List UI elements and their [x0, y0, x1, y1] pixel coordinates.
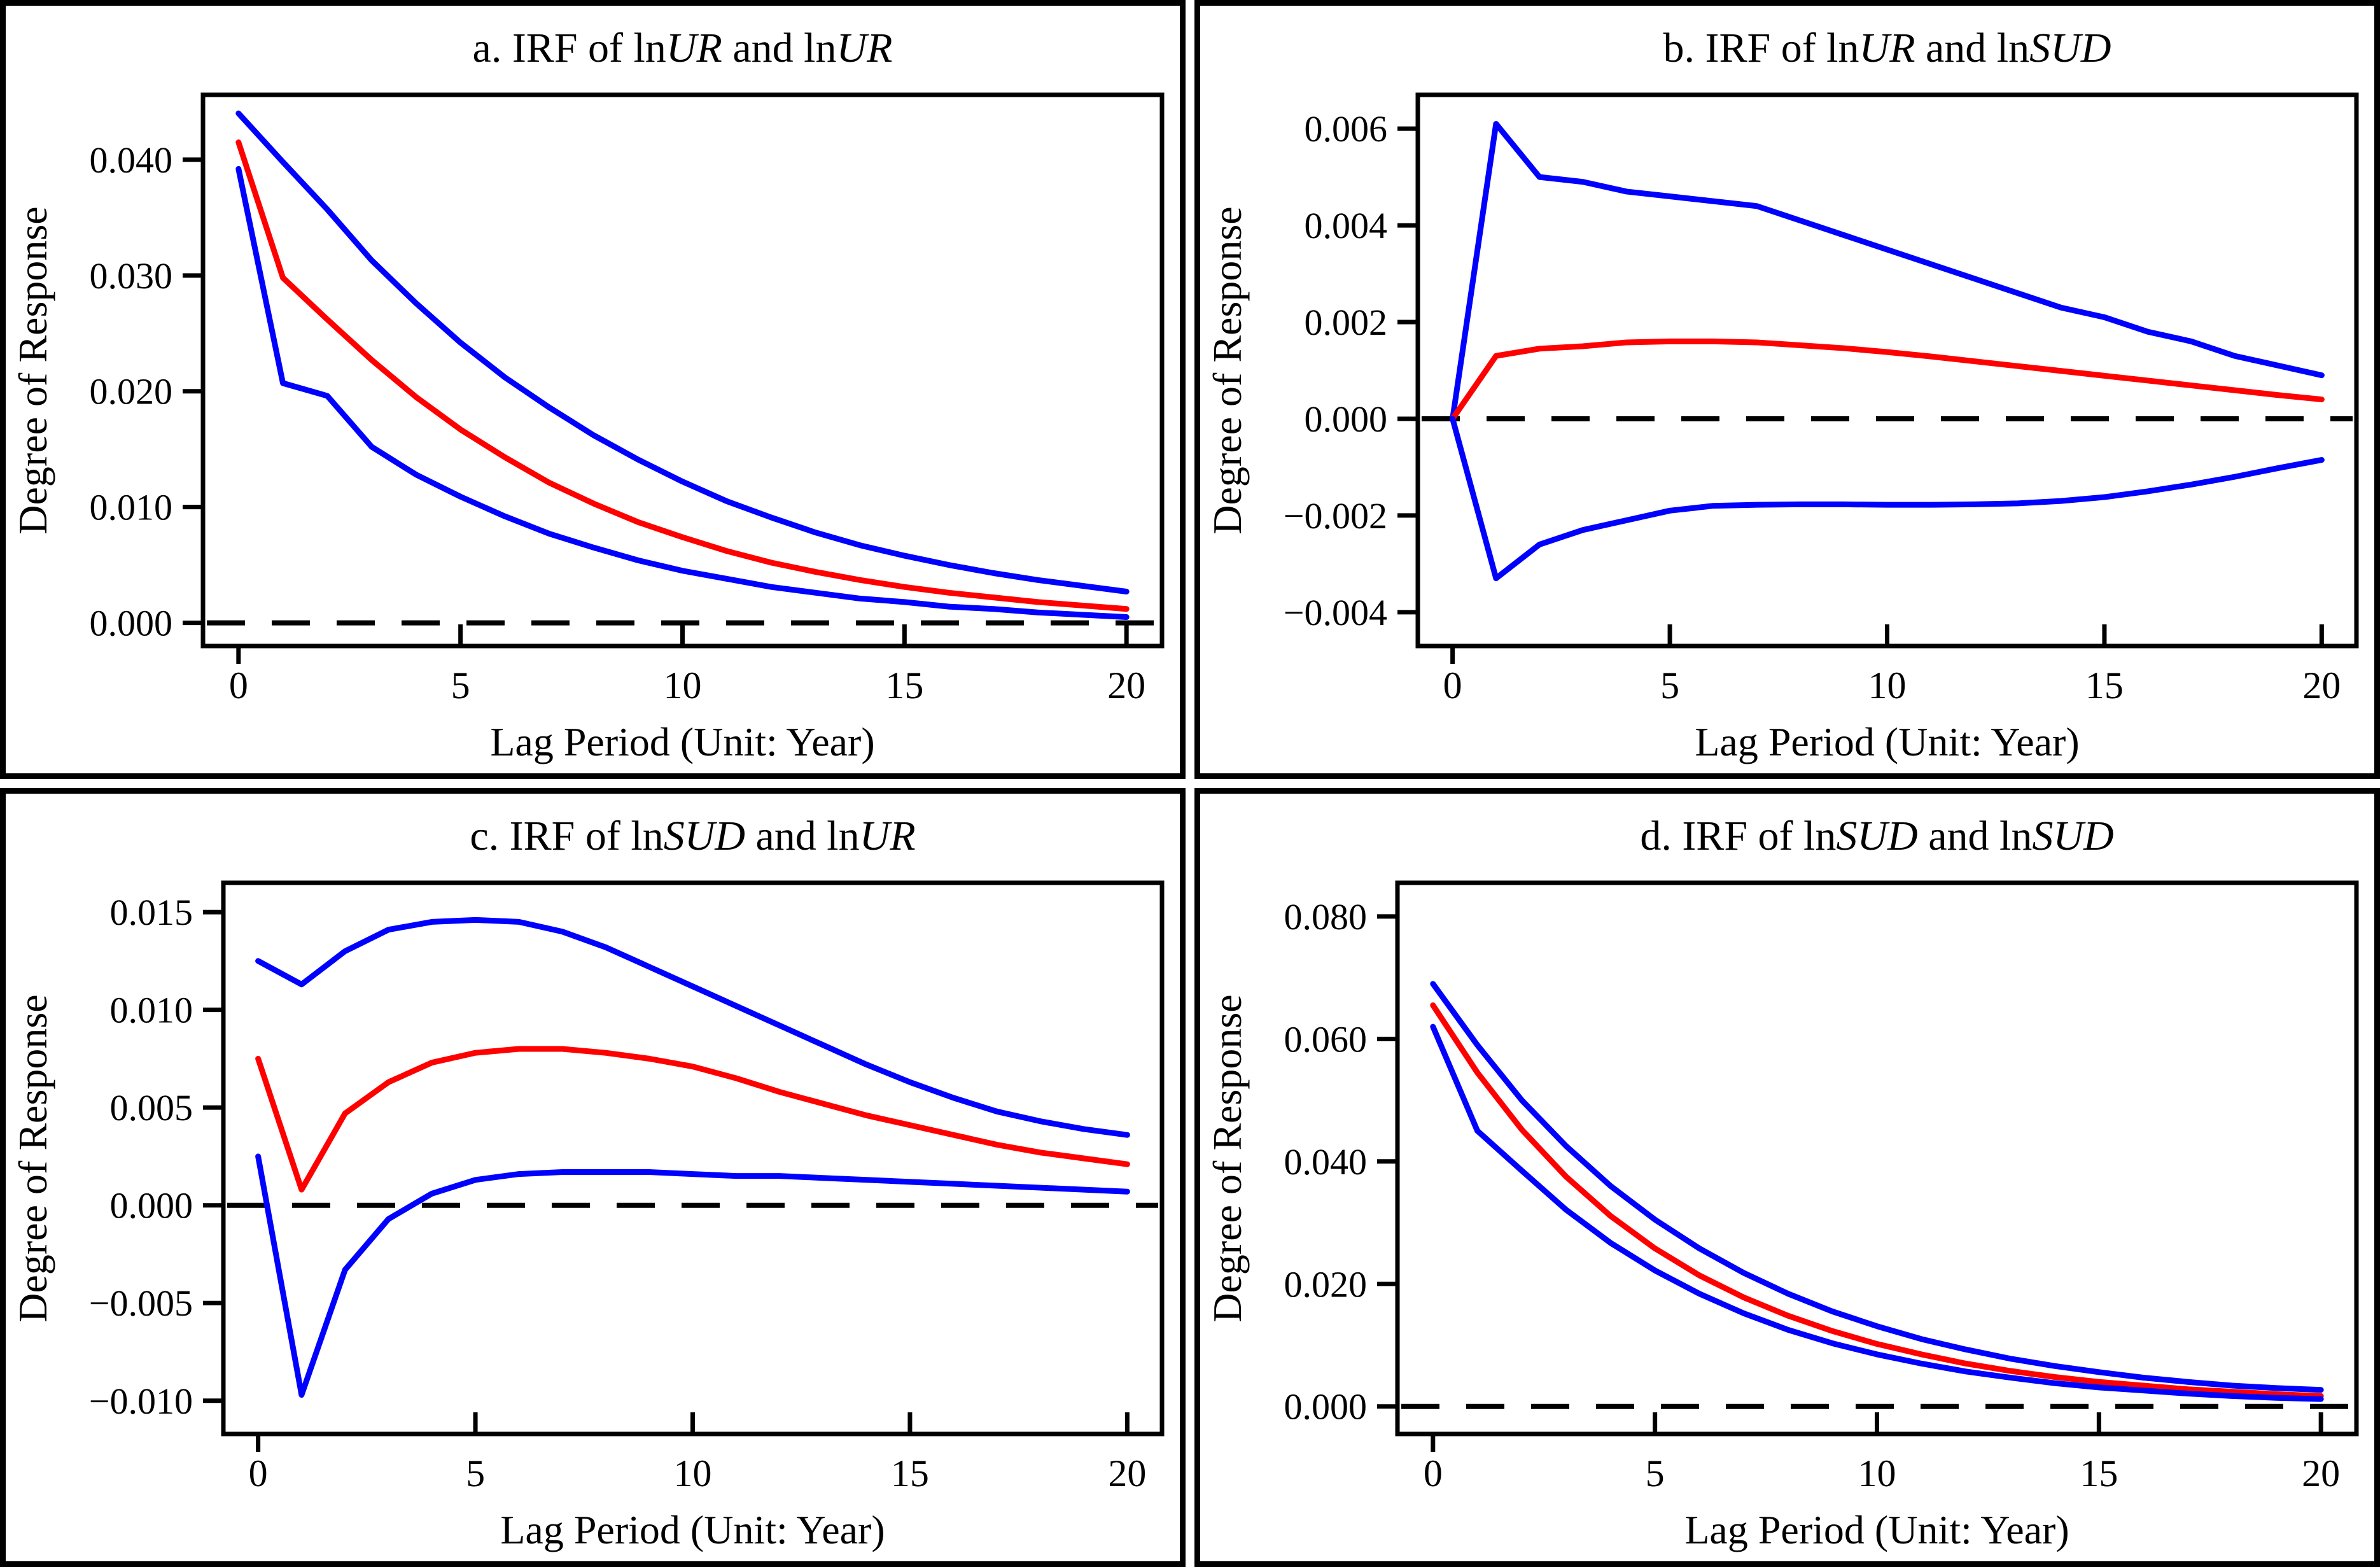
series-irf-a [235, 139, 1130, 612]
x-tick-label-a: 15 [885, 664, 923, 706]
y-tick-label-c: 0.005 [110, 1087, 193, 1128]
x-tick-label-d: 0 [1424, 1452, 1443, 1494]
x-tick-label-b: 5 [1660, 664, 1679, 706]
series-upper-confidence-band-d [1430, 981, 2324, 1393]
y-tick-label-d: 0.080 [1284, 896, 1368, 938]
x-tick-label-b: 10 [1868, 664, 1907, 706]
x-axis-label-b: Lag Period (Unit: Year) [1695, 719, 2079, 764]
series-irf-d [1430, 1002, 2324, 1399]
x-tick-label-c: 20 [1108, 1452, 1146, 1494]
panel-b-irf-lnur-lnsud: b. IRF of lnUR and lnSUD Degree of Respon… [1194, 0, 2380, 779]
chart-canvas-b: b. IRF of lnUR and lnSUD Degree of Respon… [1205, 25, 2359, 764]
y-tick-label-b: 0.002 [1305, 302, 1388, 343]
y-axis-label-a: Degree of Response [10, 206, 55, 534]
plot-box-c [221, 880, 1165, 1437]
series-lower-confidence-band-c [255, 1153, 1130, 1398]
x-tick-label-a: 0 [229, 664, 248, 706]
y-tick-label-d: 0.060 [1284, 1018, 1368, 1060]
series-lower-confidence-band-a [235, 165, 1130, 621]
y-tick-label-a: 0.000 [90, 603, 173, 644]
x-tick-label-a: 20 [1107, 664, 1145, 706]
series-lower-confidence-band-d [1430, 1023, 2324, 1402]
plot-box-d [1395, 880, 2359, 1437]
panel-a-irf-lnur-lnur: a. IRF of lnUR and lnUR Degree of Respons… [0, 0, 1186, 779]
y-tick-label-c: 0.000 [110, 1185, 193, 1226]
y-tick-label-b: −0.002 [1284, 495, 1387, 537]
y-tick-label-d: 0.020 [1284, 1263, 1368, 1305]
chart-title-d: d. IRF of lnSUD and lnSUD [1640, 813, 2113, 859]
y-axis-label-b: Degree of Response [1205, 206, 1250, 534]
y-tick-label-b: 0.004 [1305, 205, 1388, 246]
chart-canvas-d: d. IRF of lnSUD and lnSUD Degree of Respo… [1205, 813, 2359, 1552]
chart-canvas-c: c. IRF of lnSUD and lnUR Degree of Respon… [10, 813, 1165, 1552]
y-tick-label-d: 0.000 [1284, 1386, 1368, 1428]
x-tick-label-d: 15 [2080, 1452, 2118, 1494]
x-tick-label-c: 5 [466, 1452, 485, 1494]
series-upper-confidence-band-a [235, 110, 1130, 594]
chart-title-a: a. IRF of lnUR and lnUR [473, 25, 893, 71]
y-axis-label-c: Degree of Response [10, 994, 55, 1322]
y-tick-label-d: 0.040 [1284, 1141, 1368, 1183]
x-tick-label-c: 10 [674, 1452, 712, 1494]
chart-title-c: c. IRF of lnSUD and lnUR [470, 813, 915, 859]
series-irf-c [255, 1046, 1130, 1193]
panel-d-irf-lnsud-lnsud: d. IRF of lnSUD and lnSUD Degree of Respo… [1194, 788, 2380, 1567]
y-tick-label-a: 0.020 [90, 371, 173, 412]
y-tick-label-b: −0.004 [1284, 592, 1387, 633]
y-tick-label-a: 0.030 [90, 255, 173, 297]
series-upper-confidence-band-c [255, 917, 1130, 1138]
x-tick-label-d: 5 [1646, 1452, 1665, 1494]
y-tick-label-c: −0.010 [89, 1381, 193, 1422]
y-tick-label-c: 0.015 [110, 892, 193, 933]
x-axis-label-a: Lag Period (Unit: Year) [490, 719, 874, 764]
y-tick-label-a: 0.040 [90, 139, 173, 181]
x-tick-label-b: 20 [2302, 664, 2341, 706]
chart-canvas-a: a. IRF of lnUR and lnUR Degree of Respons… [10, 25, 1165, 764]
x-tick-label-b: 15 [2085, 664, 2124, 706]
y-tick-label-a: 0.010 [90, 487, 173, 528]
x-tick-label-c: 15 [891, 1452, 929, 1494]
plot-box-a [200, 92, 1165, 649]
y-tick-label-c: −0.005 [89, 1282, 193, 1324]
y-tick-label-b: 0.000 [1305, 398, 1388, 440]
chart-title-b: b. IRF of lnUR and lnSUD [1663, 25, 2111, 71]
panel-c-irf-lnsud-lnur: c. IRF of lnSUD and lnUR Degree of Respon… [0, 788, 1186, 1567]
y-axis-label-d: Degree of Response [1205, 994, 1250, 1322]
x-axis-label-c: Lag Period (Unit: Year) [500, 1507, 885, 1552]
x-tick-label-a: 10 [664, 664, 702, 706]
x-tick-label-c: 0 [249, 1452, 268, 1494]
x-tick-label-d: 10 [1858, 1452, 1896, 1494]
x-tick-label-d: 20 [2302, 1452, 2340, 1494]
series-upper-confidence-band-b [1450, 121, 2325, 422]
x-tick-label-b: 0 [1443, 664, 1462, 706]
x-axis-label-d: Lag Period (Unit: Year) [1684, 1507, 2069, 1552]
x-tick-label-a: 5 [451, 664, 470, 706]
y-tick-label-b: 0.006 [1305, 108, 1388, 150]
y-tick-label-c: 0.010 [110, 990, 193, 1031]
series-irf-b [1450, 338, 2325, 422]
series-lower-confidence-band-b [1450, 416, 2325, 582]
